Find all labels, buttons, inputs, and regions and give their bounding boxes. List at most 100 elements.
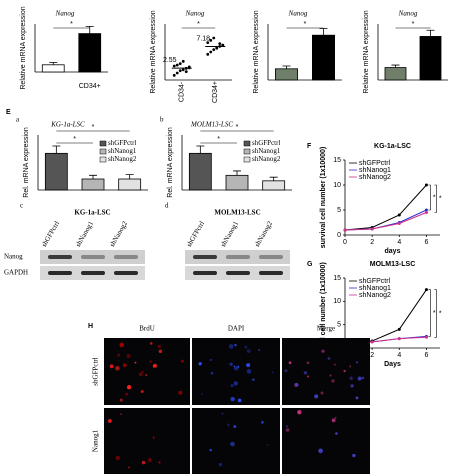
cell [210, 371, 214, 375]
cell [261, 420, 264, 424]
legend-label: shNanog2 [359, 292, 391, 299]
cell [126, 353, 131, 358]
significance-star: * [433, 194, 436, 201]
cell [230, 441, 235, 447]
cell [252, 378, 255, 381]
y-tick-label: 0 [337, 232, 341, 239]
dot [178, 69, 182, 73]
cell [303, 371, 308, 375]
cell [246, 363, 251, 368]
panel-letter: F [307, 143, 312, 150]
marker [424, 211, 428, 214]
x-tick-label: 6 [424, 239, 428, 246]
cell [297, 410, 302, 415]
band [48, 255, 72, 259]
dot [212, 36, 216, 40]
error-bar [85, 26, 94, 34]
cell [307, 375, 310, 378]
micrograph [192, 408, 280, 474]
row-label: Nanog1 [92, 429, 100, 452]
significance-star: * [236, 124, 239, 131]
band [259, 255, 283, 259]
line [344, 212, 427, 231]
chart-title: MOLM13-LSC [370, 261, 416, 268]
significance-star: * [70, 21, 73, 28]
significance-star: * [412, 21, 415, 28]
cell [318, 448, 323, 454]
marker [397, 222, 401, 225]
significance-star: * [92, 124, 95, 131]
marker [397, 213, 401, 217]
cell [334, 416, 337, 419]
error-bar [125, 174, 134, 179]
y-tick-label: 5 [337, 207, 341, 214]
error-bar [89, 174, 97, 179]
error-bar [319, 28, 328, 36]
bar [81, 178, 105, 191]
dot [181, 59, 185, 63]
x-axis-label: days [385, 248, 401, 255]
cell [355, 361, 359, 364]
cell [178, 390, 183, 395]
cell [349, 376, 353, 380]
lane-label: shNanog1 [219, 219, 240, 248]
cell [361, 376, 365, 380]
row-label: Nanog [4, 253, 23, 261]
dot [209, 38, 213, 42]
cell [349, 365, 352, 368]
bar [78, 33, 102, 73]
marker [343, 228, 347, 232]
cell [230, 384, 234, 387]
x-tick-label: 2 [370, 239, 374, 246]
cell [210, 359, 212, 361]
bar [384, 67, 407, 81]
cell [327, 357, 331, 360]
error-bar [269, 176, 278, 181]
marker [424, 288, 428, 292]
significance-star: * [433, 310, 436, 317]
panel-letter: G [307, 261, 313, 268]
y-axis-label: Relative mRNA expression [253, 10, 260, 93]
legend-swatch [243, 140, 251, 147]
band [193, 271, 217, 275]
panel-letter: a [16, 116, 20, 124]
error-bar [49, 62, 58, 65]
marker [370, 340, 374, 344]
x-tick-label: 4 [397, 239, 401, 246]
cell [117, 353, 121, 357]
cell [119, 398, 123, 402]
cell [294, 382, 299, 387]
error-bar [52, 145, 61, 154]
cell [357, 376, 362, 381]
y-axis-label: survival cell number (1x10000) [320, 147, 327, 249]
cell [284, 369, 288, 373]
significance-star: * [439, 310, 442, 317]
error-bar [391, 64, 400, 68]
marker [397, 337, 401, 341]
cell [147, 458, 153, 463]
cell [229, 362, 233, 366]
cell [306, 361, 310, 365]
cell [228, 344, 234, 349]
cell [233, 425, 237, 428]
blot-title: MOLM13-LSC [214, 209, 260, 217]
chart-title: Nanog [185, 10, 205, 18]
band [114, 255, 138, 259]
micrograph [282, 408, 370, 474]
dot [215, 46, 219, 50]
bar [419, 36, 442, 81]
cell [288, 361, 292, 365]
chart-title: Nanog [398, 10, 418, 18]
x-axis-label: Days [384, 361, 401, 368]
lane-label: shNanog2 [108, 219, 129, 248]
cell [107, 419, 112, 423]
cell [271, 371, 274, 374]
cell [141, 370, 144, 373]
dot [184, 70, 188, 73]
cell [126, 385, 132, 390]
bar [44, 152, 68, 191]
significance-bracket [428, 184, 431, 211]
cell [320, 391, 324, 395]
significance-star: * [304, 21, 307, 28]
